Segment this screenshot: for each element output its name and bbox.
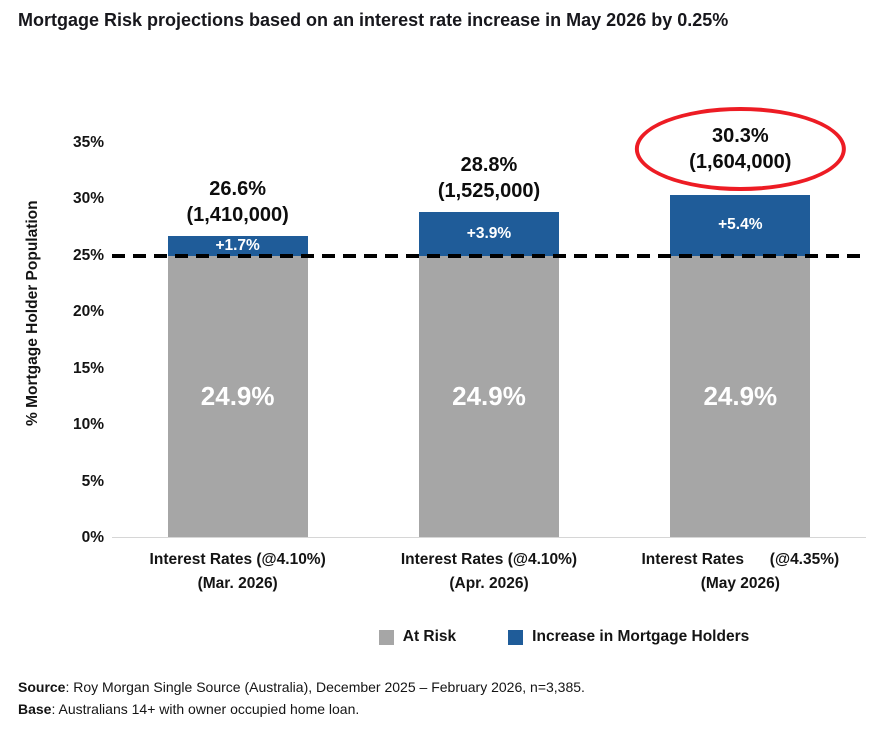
y-tick-label: 15%	[72, 359, 104, 377]
x-label-line2: (Apr. 2026)	[449, 575, 529, 592]
total-count: (1,604,000)	[689, 150, 792, 173]
chart-title: Mortgage Risk projections based on an in…	[18, 10, 729, 30]
y-tick-label: 30%	[72, 190, 104, 207]
legend: At Risk Increase in Mortgage Holders	[262, 628, 866, 646]
x-label-line1: Interest Rates (@4.35%)	[641, 551, 840, 568]
y-tick-label: 25%	[72, 246, 104, 264]
increase-segment: +5.4%	[670, 194, 811, 256]
total-percent: 28.8%	[460, 153, 518, 176]
y-axis: 0% 5% 10% 15% 20% 25% 30% 35%	[48, 88, 104, 547]
x-axis-label-1: Interest Rates (@4.10%) (Mar. 2026)	[112, 548, 363, 596]
source-text: : Roy Morgan Single Source (Australia), …	[65, 679, 585, 695]
x-axis: Interest Rates (@4.10%) (Mar. 2026) Intere…	[112, 548, 866, 596]
plot-area: 26.6% (1,410,000) +1.7% 24.9% 28.8% (1,525,00…	[112, 88, 866, 538]
bar-column-2: 28.8% (1,525,000) +3.9% 24.9%	[363, 88, 614, 537]
x-label-line2: (May 2026)	[700, 575, 780, 592]
x-axis-label-2: Interest Rates (@4.10%) (Apr. 2026)	[363, 548, 614, 596]
total-label: 28.8% (1,525,000)	[438, 152, 540, 204]
base-line: Base: Australians 14+ with owner occupie…	[18, 698, 585, 720]
total-count: (1,525,000)	[437, 179, 541, 202]
legend-label: Increase in Mortgage Holders	[532, 628, 750, 645]
increase-segment: +3.9%	[418, 211, 559, 256]
legend-item-2: Increase in Mortgage Holders	[508, 628, 749, 646]
total-count: (1,410,000)	[186, 204, 289, 227]
y-tick-label: 35%	[72, 133, 104, 151]
x-label-line2: (Mar. 2026)	[197, 575, 278, 592]
y-tick-label: 5%	[81, 472, 104, 490]
stacked-bar: +3.9% 24.9%	[418, 211, 559, 537]
base-text: : Australians 14+ with owner occupied ho…	[51, 701, 360, 717]
y-axis-title: % Mortgage Holder Population	[24, 200, 41, 426]
legend-swatch-icon	[378, 629, 394, 645]
footnote: Source: Roy Morgan Single Source (Austra…	[18, 676, 585, 720]
total-label: 26.6% (1,410,000)	[187, 176, 289, 228]
benchmark-dashed-line	[112, 253, 866, 258]
legend-item-1: At Risk	[378, 628, 457, 646]
y-tick-label: 10%	[72, 416, 104, 433]
bar-column-1: 26.6% (1,410,000) +1.7% 24.9%	[112, 88, 363, 537]
at-risk-segment: 24.9%	[418, 255, 559, 537]
stacked-bar: +5.4% 24.9%	[670, 194, 811, 537]
total-percent: 26.6%	[209, 178, 267, 201]
source-label: Source	[18, 679, 66, 695]
x-label-line1: Interest Rates (@4.10%)	[400, 551, 578, 568]
y-tick-label: 20%	[72, 303, 104, 320]
increase-segment: +1.7%	[167, 236, 308, 256]
at-risk-segment: 24.9%	[167, 255, 308, 537]
x-axis-label-3: Interest Rates (@4.35%) (May 2026)	[615, 548, 866, 596]
y-tick-label: 0%	[81, 529, 104, 546]
at-risk-segment: 24.9%	[670, 255, 811, 537]
legend-swatch-icon	[508, 629, 524, 645]
legend-label: At Risk	[402, 628, 457, 645]
stacked-bar: +1.7% 24.9%	[167, 236, 308, 537]
total-label-highlighted: 30.3% (1,604,000)	[635, 106, 846, 191]
source-line: Source: Roy Morgan Single Source (Austra…	[18, 676, 585, 698]
base-label: Base	[18, 701, 52, 717]
bar-column-3: 30.3% (1,604,000) +5.4% 24.9%	[615, 88, 866, 537]
x-label-line1: Interest Rates (@4.10%)	[149, 551, 326, 568]
total-percent: 30.3%	[711, 124, 769, 147]
